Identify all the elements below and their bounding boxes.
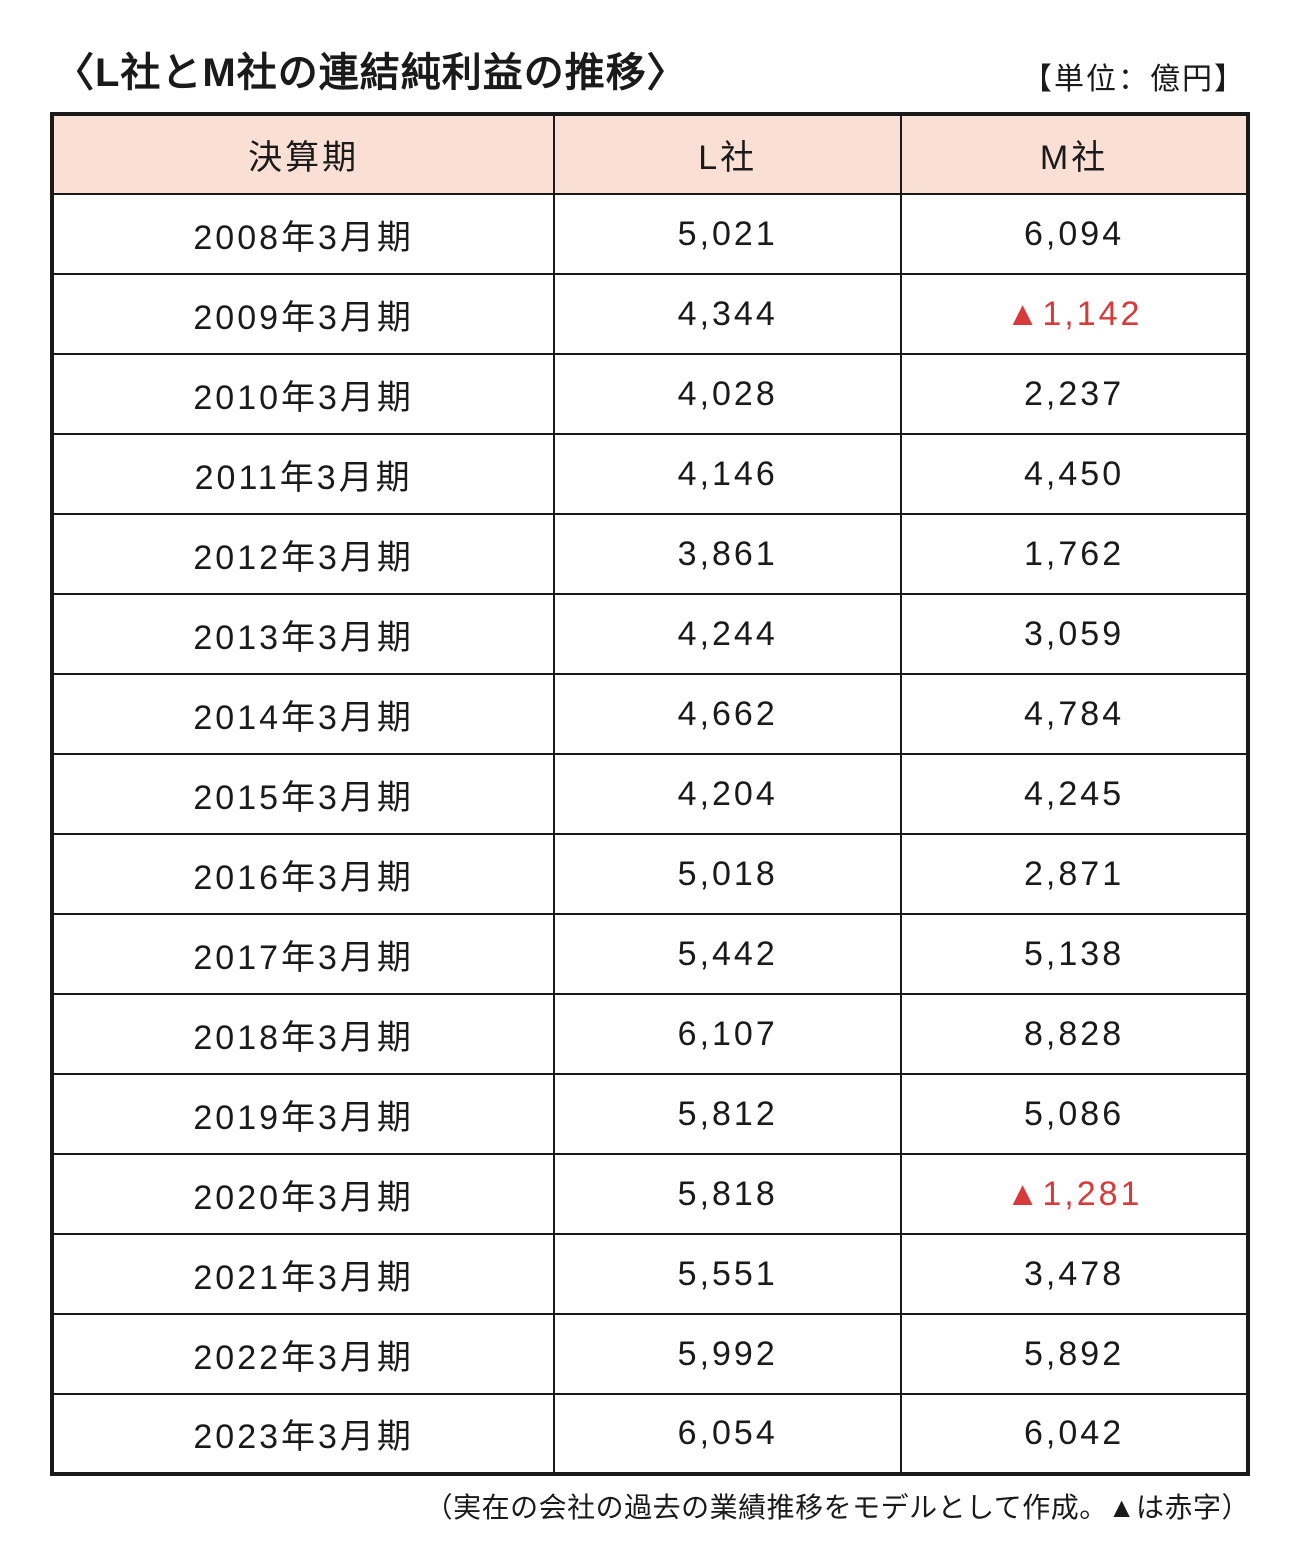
cell-period: 2021年3月期 [52, 1234, 554, 1314]
cell-company-l: 4,146 [554, 434, 901, 514]
cell-company-l: 5,551 [554, 1234, 901, 1314]
cell-period: 2011年3月期 [52, 434, 554, 514]
cell-company-m: 6,094 [901, 194, 1248, 274]
cell-period: 2014年3月期 [52, 674, 554, 754]
cell-period: 2013年3月期 [52, 594, 554, 674]
cell-company-m: 6,042 [901, 1394, 1248, 1474]
cell-company-m: 3,478 [901, 1234, 1248, 1314]
cell-company-m: 4,450 [901, 434, 1248, 514]
cell-period: 2010年3月期 [52, 354, 554, 434]
cell-company-l: 4,662 [554, 674, 901, 754]
cell-company-m: 4,245 [901, 754, 1248, 834]
table-row: 2011年3月期4,1464,450 [52, 434, 1248, 514]
table-row: 2014年3月期4,6624,784 [52, 674, 1248, 754]
cell-company-m: ▲1,142 [901, 274, 1248, 354]
profit-table: 決算期 L社 M社 2008年3月期5,0216,0942009年3月期4,34… [50, 112, 1250, 1476]
table-row: 2016年3月期5,0182,871 [52, 834, 1248, 914]
cell-period: 2017年3月期 [52, 914, 554, 994]
table-row: 2012年3月期3,8611,762 [52, 514, 1248, 594]
cell-company-m: ▲1,281 [901, 1154, 1248, 1234]
table-row: 2008年3月期5,0216,094 [52, 194, 1248, 274]
cell-company-l: 4,204 [554, 754, 901, 834]
table-row: 2013年3月期4,2443,059 [52, 594, 1248, 674]
cell-period: 2009年3月期 [52, 274, 554, 354]
table-row: 2020年3月期5,818▲1,281 [52, 1154, 1248, 1234]
cell-company-m: 3,059 [901, 594, 1248, 674]
cell-company-m: 5,086 [901, 1074, 1248, 1154]
col-company-l: L社 [554, 114, 901, 194]
cell-company-l: 5,442 [554, 914, 901, 994]
cell-company-m: 1,762 [901, 514, 1248, 594]
cell-company-m: 8,828 [901, 994, 1248, 1074]
table-row: 2021年3月期5,5513,478 [52, 1234, 1248, 1314]
table-row: 2009年3月期4,344▲1,142 [52, 274, 1248, 354]
cell-period: 2018年3月期 [52, 994, 554, 1074]
cell-company-l: 5,818 [554, 1154, 901, 1234]
table-row: 2022年3月期5,9925,892 [52, 1314, 1248, 1394]
cell-company-m: 2,237 [901, 354, 1248, 434]
cell-period: 2008年3月期 [52, 194, 554, 274]
unit-label: 【単位：億円】 [1022, 54, 1246, 98]
cell-company-m: 2,871 [901, 834, 1248, 914]
cell-company-m: 4,784 [901, 674, 1248, 754]
cell-period: 2019年3月期 [52, 1074, 554, 1154]
cell-company-l: 6,054 [554, 1394, 901, 1474]
cell-company-l: 4,344 [554, 274, 901, 354]
cell-period: 2020年3月期 [52, 1154, 554, 1234]
table-header-row: 決算期 L社 M社 [52, 114, 1248, 194]
table-row: 2010年3月期4,0282,237 [52, 354, 1248, 434]
cell-period: 2022年3月期 [52, 1314, 554, 1394]
cell-company-l: 5,992 [554, 1314, 901, 1394]
cell-company-l: 5,021 [554, 194, 901, 274]
cell-period: 2023年3月期 [52, 1394, 554, 1474]
cell-company-m: 5,892 [901, 1314, 1248, 1394]
table-row: 2017年3月期5,4425,138 [52, 914, 1248, 994]
cell-company-l: 6,107 [554, 994, 901, 1074]
table-row: 2019年3月期5,8125,086 [52, 1074, 1248, 1154]
cell-company-l: 4,244 [554, 594, 901, 674]
cell-company-l: 5,812 [554, 1074, 901, 1154]
cell-period: 2012年3月期 [52, 514, 554, 594]
cell-company-l: 5,018 [554, 834, 901, 914]
table-body: 2008年3月期5,0216,0942009年3月期4,344▲1,142201… [52, 194, 1248, 1474]
col-company-m: M社 [901, 114, 1248, 194]
table-row: 2018年3月期6,1078,828 [52, 994, 1248, 1074]
table-row: 2023年3月期6,0546,042 [52, 1394, 1248, 1474]
page-title: 〈L社とM社の連結純利益の推移〉 [54, 40, 688, 98]
col-period: 決算期 [52, 114, 554, 194]
cell-period: 2016年3月期 [52, 834, 554, 914]
cell-period: 2015年3月期 [52, 754, 554, 834]
table-row: 2015年3月期4,2044,245 [52, 754, 1248, 834]
cell-company-l: 4,028 [554, 354, 901, 434]
cell-company-m: 5,138 [901, 914, 1248, 994]
cell-company-l: 3,861 [554, 514, 901, 594]
header-row: 〈L社とM社の連結純利益の推移〉 【単位：億円】 [50, 40, 1250, 98]
footnote: （実在の会社の過去の業績推移をモデルとして作成。▲は赤字） [50, 1486, 1250, 1526]
